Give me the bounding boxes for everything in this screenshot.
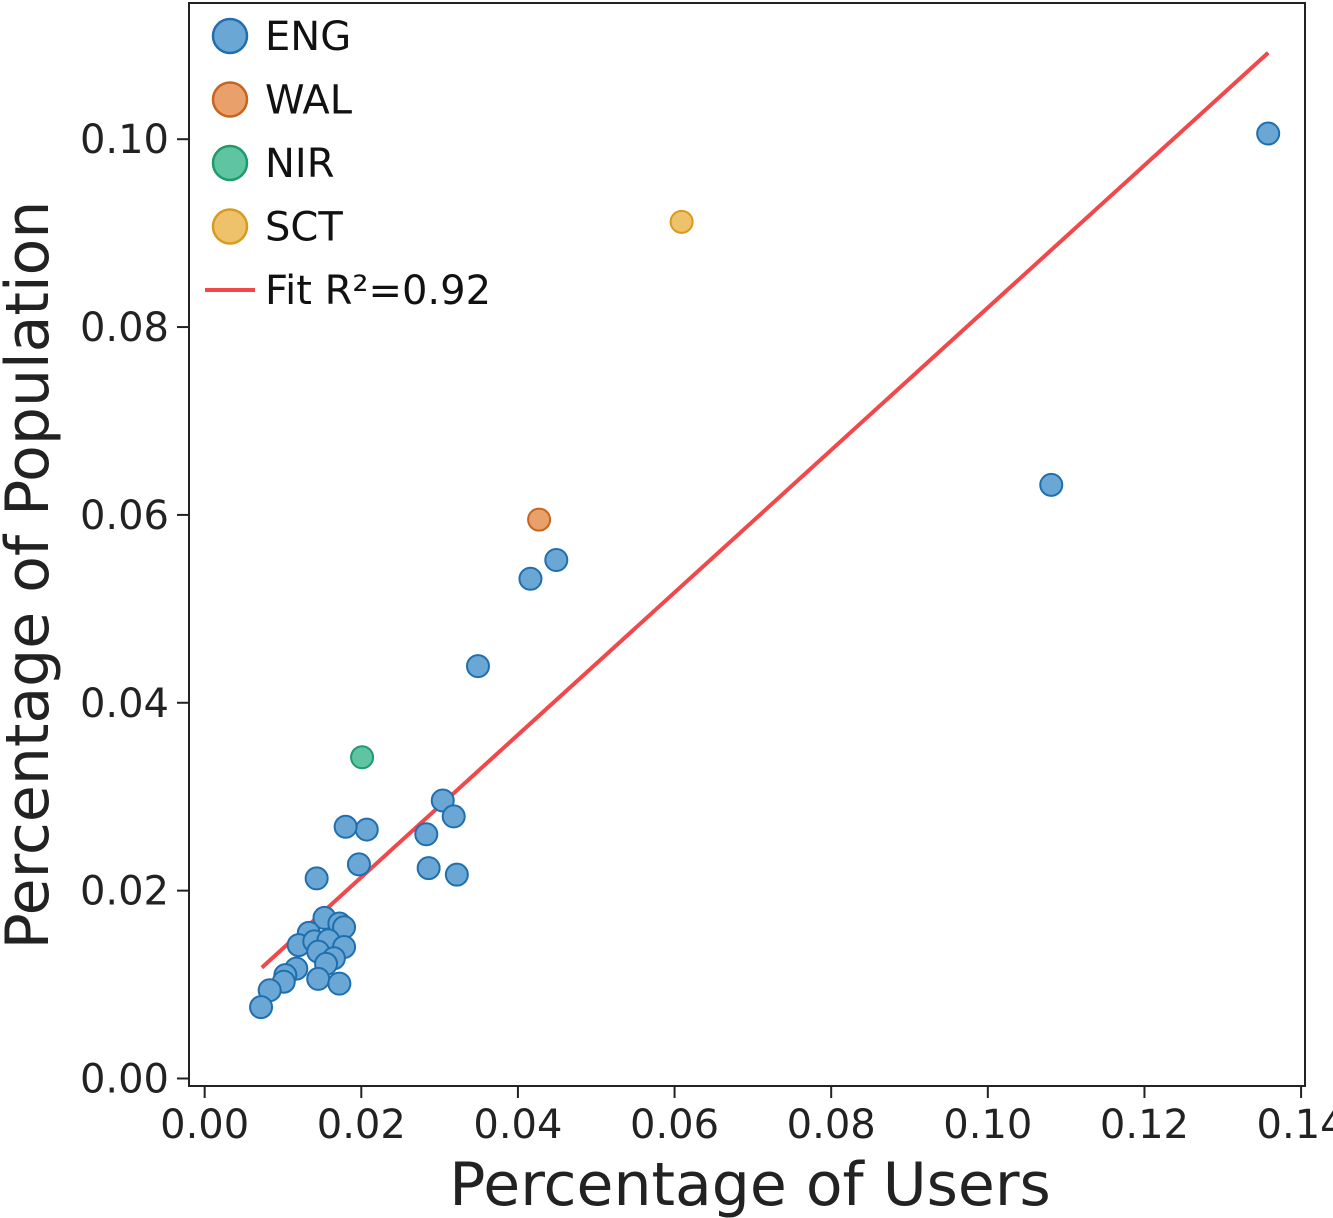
point-wal xyxy=(527,507,552,532)
y-tick-label: 0.02 xyxy=(80,869,169,915)
legend-label-wal: WAL xyxy=(265,78,353,124)
point-eng xyxy=(333,814,358,839)
y-axis-label: Percentage of Population xyxy=(0,201,63,950)
legend: ENG WAL NIR SCT Fit R²=0.92 xyxy=(205,14,491,314)
x-tick-label: 0.02 xyxy=(317,1102,406,1148)
legend-label-nir: NIR xyxy=(265,141,335,187)
x-tick-label: 0.08 xyxy=(787,1102,876,1148)
point-eng xyxy=(518,566,543,591)
point-eng xyxy=(441,804,466,829)
point-eng xyxy=(354,817,379,842)
x-tick-label: 0.10 xyxy=(943,1102,1032,1148)
point-eng xyxy=(444,862,469,887)
x-tick-label: 0.00 xyxy=(160,1102,249,1148)
legend-marker-nir xyxy=(211,144,249,182)
point-eng xyxy=(327,971,352,996)
x-tick-label: 0.12 xyxy=(1100,1102,1189,1148)
point-eng xyxy=(1256,121,1281,146)
point-eng xyxy=(544,547,569,572)
x-axis-label: Percentage of Users xyxy=(449,1150,1051,1218)
point-eng xyxy=(249,995,274,1020)
legend-label-fit: Fit R²=0.92 xyxy=(265,268,491,314)
legend-label-eng: ENG xyxy=(265,14,351,60)
y-tick-label: 0.04 xyxy=(80,681,169,727)
fit-layer xyxy=(260,51,1270,970)
point-eng xyxy=(306,966,331,991)
x-tick-label: 0.04 xyxy=(473,1102,562,1148)
point-nir xyxy=(350,745,375,770)
point-sct xyxy=(669,209,694,234)
point-eng xyxy=(414,822,439,847)
y-tick-label: 0.06 xyxy=(80,493,169,539)
legend-marker-eng xyxy=(211,17,249,55)
x-tick-label: 0.14 xyxy=(1257,1102,1333,1148)
point-eng xyxy=(465,654,490,679)
legend-label-sct: SCT xyxy=(265,205,343,251)
point-eng xyxy=(416,856,441,881)
point-eng xyxy=(346,852,371,877)
y-tick-label: 0.00 xyxy=(80,1056,169,1102)
legend-marker-wal xyxy=(211,81,249,118)
y-tick-label: 0.10 xyxy=(80,117,169,163)
x-axis-ticks: 0.00 0.02 0.04 0.06 0.08 0.10 0.12 0.14 xyxy=(160,1086,1333,1148)
x-tick-label: 0.06 xyxy=(630,1102,719,1148)
fit-line xyxy=(260,51,1270,970)
plot-frame xyxy=(188,2,1306,1087)
point-eng xyxy=(1039,472,1064,497)
point-eng xyxy=(304,866,329,891)
points-layer xyxy=(249,121,1281,1020)
legend-marker-sct xyxy=(211,208,249,245)
y-tick-label: 0.08 xyxy=(80,305,169,351)
y-axis-ticks: 0.00 0.02 0.04 0.06 0.08 0.10 xyxy=(80,117,189,1102)
